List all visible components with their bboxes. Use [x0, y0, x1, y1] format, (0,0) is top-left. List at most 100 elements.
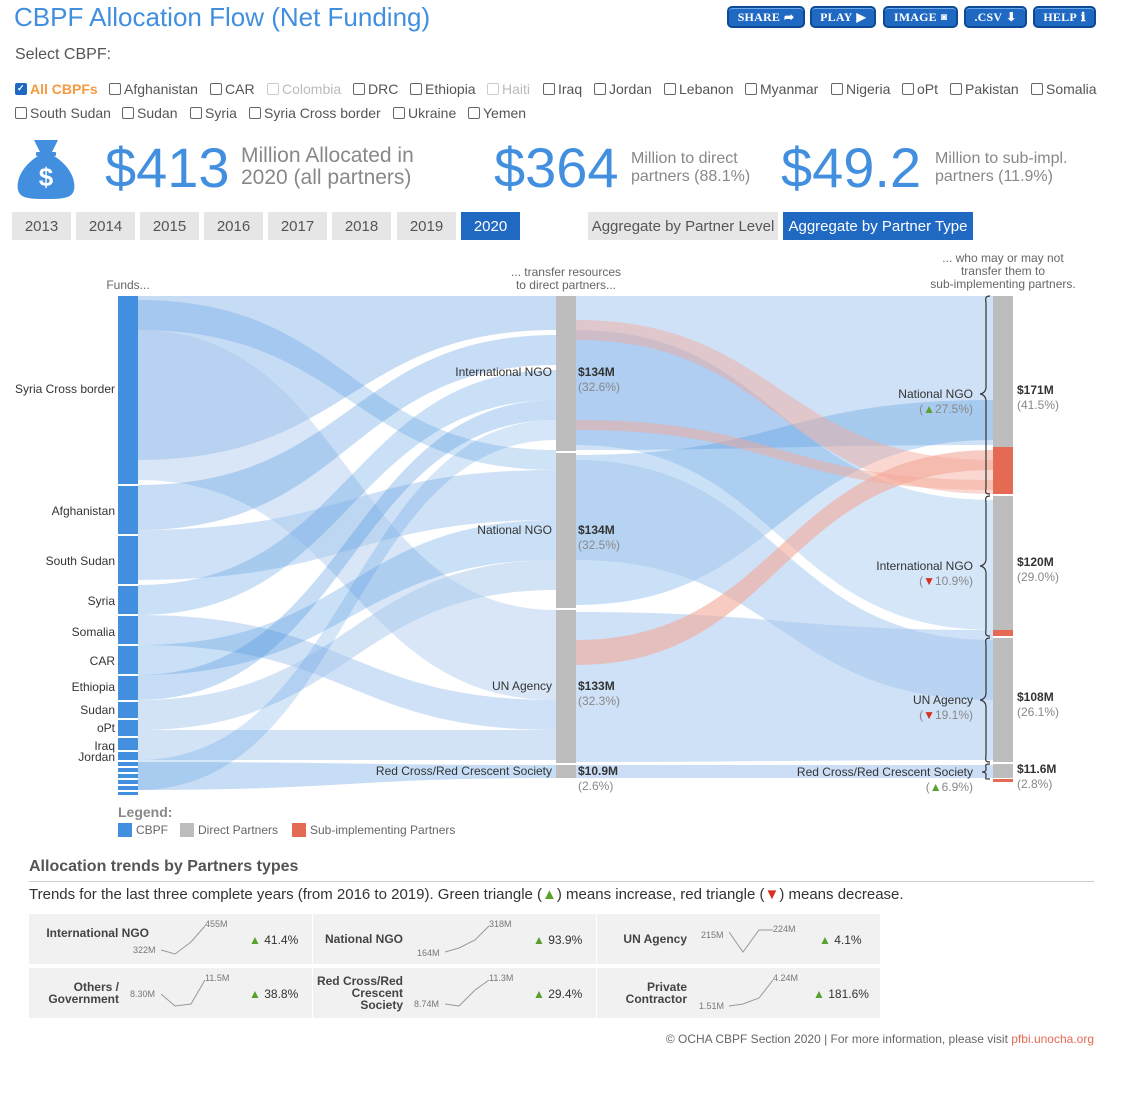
sub-node-red-cross[interactable]: [993, 764, 1013, 778]
checkbox-ethiopia[interactable]: Ethiopia: [410, 81, 476, 97]
cbpf-label: Iraq: [94, 739, 115, 753]
cbpf-node-iraq[interactable]: [118, 738, 138, 750]
aggregate-partner-type-button[interactable]: Aggregate by Partner Type: [783, 212, 973, 240]
checkbox-box[interactable]: [902, 83, 914, 95]
cbpf-node-syria[interactable]: [118, 586, 138, 614]
checkbox-box[interactable]: [664, 83, 676, 95]
cbpf-label: South Sudan: [46, 554, 115, 568]
checkbox-box[interactable]: [950, 83, 962, 95]
year-button-2016[interactable]: 2016: [204, 212, 263, 240]
cbpf-label: Syria: [88, 594, 116, 608]
checkbox-syria-cross-border[interactable]: Syria Cross border: [249, 105, 381, 121]
checkbox-drc[interactable]: DRC: [353, 81, 398, 97]
sub-node-international-ngo[interactable]: [993, 496, 1013, 630]
aggregate-partner-level-button[interactable]: Aggregate by Partner Level: [588, 212, 778, 240]
checkbox-south-sudan[interactable]: South Sudan: [15, 105, 111, 121]
year-button-2018[interactable]: 2018: [332, 212, 391, 240]
camera-icon: ◙: [940, 11, 948, 23]
checkbox-box[interactable]: [594, 83, 606, 95]
checkbox-iraq[interactable]: Iraq: [543, 81, 582, 97]
play-button[interactable]: PLAY ▶: [810, 6, 876, 28]
cbpf-node-small[interactable]: [118, 780, 138, 784]
checkbox-box[interactable]: [210, 83, 222, 95]
footer-link[interactable]: pfbi.unocha.org: [1011, 1032, 1094, 1046]
checkbox-box[interactable]: [15, 83, 27, 95]
year-button-2014[interactable]: 2014: [76, 212, 135, 240]
checkbox-box[interactable]: [543, 83, 555, 95]
direct-caption: Million to direct partners (88.1%): [631, 150, 750, 186]
cbpf-node-sudan[interactable]: [118, 702, 138, 718]
checkbox-ukraine[interactable]: Ukraine: [393, 105, 456, 121]
checkbox-box[interactable]: [410, 83, 422, 95]
checkbox-afghanistan[interactable]: Afghanistan: [109, 81, 198, 97]
cbpf-node-afghanistan[interactable]: [118, 486, 138, 534]
cbpf-node-opt[interactable]: [118, 720, 138, 736]
checkbox-somalia[interactable]: Somalia: [1031, 81, 1097, 97]
checkbox-box[interactable]: [468, 107, 480, 119]
allocated-caption-line1: Million Allocated in: [241, 144, 414, 167]
cbpf-node-somalia[interactable]: [118, 616, 138, 644]
checkbox-colombia: Colombia: [267, 81, 341, 97]
checkbox-lebanon[interactable]: Lebanon: [664, 81, 734, 97]
sub-node-un-agency[interactable]: [993, 638, 1013, 762]
checkbox-jordan[interactable]: Jordan: [594, 81, 652, 97]
cbpf-node-small[interactable]: [118, 774, 138, 778]
cbpf-node-jordan[interactable]: [118, 752, 138, 760]
sub-value: $171M: [1017, 383, 1054, 397]
year-button-2017[interactable]: 2017: [268, 212, 327, 240]
sub-value: $11.6M: [1017, 762, 1056, 776]
checkbox-box[interactable]: [831, 83, 843, 95]
checkbox-box[interactable]: [393, 107, 405, 119]
checkbox-syria[interactable]: Syria: [190, 105, 237, 121]
sub-node-national-ngo-sub[interactable]: [993, 447, 1013, 494]
csv-button[interactable]: .CSV ⬇: [964, 6, 1027, 28]
direct-node-international-ngo[interactable]: [556, 296, 576, 451]
checkbox-nigeria[interactable]: Nigeria: [831, 81, 890, 97]
image-button[interactable]: IMAGE ◙: [883, 6, 958, 28]
checkbox-box[interactable]: [190, 107, 202, 119]
checkbox-box[interactable]: [109, 83, 121, 95]
trend-start-value: 215M: [701, 930, 724, 940]
cbpf-node-small[interactable]: [118, 792, 138, 795]
checkbox-car[interactable]: CAR: [210, 81, 255, 97]
checkbox-opt[interactable]: oPt: [902, 81, 938, 97]
cbpf-node-syria-cross-border[interactable]: [118, 296, 138, 484]
checkbox-box[interactable]: [1031, 83, 1043, 95]
cbpf-node-south-sudan[interactable]: [118, 536, 138, 584]
share-button[interactable]: SHARE ➦: [727, 6, 805, 28]
checkbox-yemen[interactable]: Yemen: [468, 105, 526, 121]
checkbox-all-cbpfs[interactable]: All CBPFs: [15, 81, 98, 97]
cbpf-node-car[interactable]: [118, 646, 138, 674]
sub-node-national-ngo[interactable]: [993, 296, 1013, 447]
year-button-2015[interactable]: 2015: [140, 212, 199, 240]
help-button[interactable]: HELP ℹ: [1033, 6, 1096, 28]
checkbox-sudan[interactable]: Sudan: [122, 105, 177, 121]
direct-node-red-cross[interactable]: [556, 765, 576, 778]
checkbox-pakistan[interactable]: Pakistan: [950, 81, 1019, 97]
direct-node-un-agency[interactable]: [556, 610, 576, 763]
direct-label: National NGO: [477, 523, 552, 537]
checkbox-box[interactable]: [745, 83, 757, 95]
year-button-2020[interactable]: 2020: [461, 212, 520, 240]
sub-trend-down-icon: ▼: [923, 708, 935, 722]
cbpf-node-small[interactable]: [118, 762, 138, 766]
trend-card-others-government: Others / Government 8.30M 11.5M ▲ 38.8%: [29, 968, 312, 1018]
checkbox-myanmar[interactable]: Myanmar: [745, 81, 818, 97]
year-button-2013[interactable]: 2013: [12, 212, 71, 240]
sankey-link: [138, 400, 556, 700]
play-icon: ▶: [856, 9, 866, 24]
cbpf-node-small[interactable]: [118, 786, 138, 790]
year-button-2019[interactable]: 2019: [397, 212, 456, 240]
cbpf-node-small[interactable]: [118, 768, 138, 772]
checkbox-box[interactable]: [353, 83, 365, 95]
cbpf-label: Afghanistan: [52, 504, 115, 518]
share-button-label: SHARE: [737, 9, 781, 24]
sub-node-red-cross-sub[interactable]: [993, 779, 1013, 782]
checkbox-box[interactable]: [249, 107, 261, 119]
direct-node-national-ngo[interactable]: [556, 453, 576, 608]
checkbox-box[interactable]: [15, 107, 27, 119]
cbpf-node-ethiopia[interactable]: [118, 676, 138, 700]
sub-node-international-ngo-sub[interactable]: [993, 630, 1013, 636]
cbpf-node-column: [118, 296, 138, 795]
checkbox-box[interactable]: [122, 107, 134, 119]
